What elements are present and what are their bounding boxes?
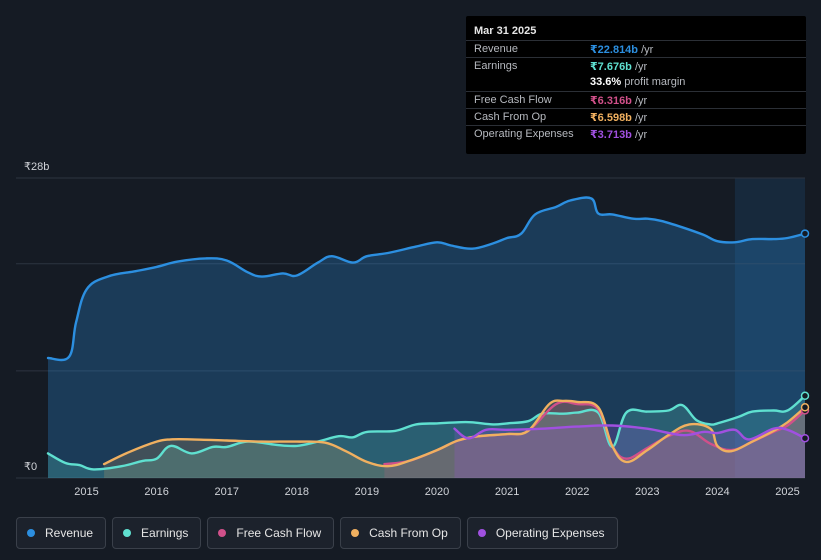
tooltip-row-value: ₹6.598b /yr — [590, 112, 648, 124]
tooltip-row-label: Earnings — [474, 60, 518, 72]
earnings-line — [46, 394, 807, 471]
x-tick-label: 2019 — [355, 486, 379, 498]
y-tick-label: ₹0 — [24, 461, 37, 473]
legend-label: Cash From Op — [369, 526, 448, 540]
x-tick-label: 2021 — [495, 486, 519, 498]
tooltip-row: Operating Expenses ₹3.713b /yr — [466, 125, 806, 142]
x-tick-label: 2023 — [635, 486, 659, 498]
tooltip-row: Cash From Op ₹6.598b /yr — [466, 108, 806, 125]
tooltip-row-value: ₹6.316b /yr — [590, 95, 648, 107]
operating-expenses-endpoint — [800, 433, 810, 443]
series-areas — [48, 197, 806, 478]
series-endpoints — [800, 229, 810, 443]
y-tick-label: ₹28b — [24, 161, 49, 173]
x-tick-label: 2020 — [425, 486, 449, 498]
tooltip-panel: Mar 31 2025 Revenue ₹22.814b /yr Earnings ₹… — [466, 16, 806, 154]
gridlines — [16, 177, 805, 479]
legend-dot-icon — [351, 529, 360, 537]
cash-from-op-endpoint — [800, 403, 810, 412]
tooltip-row-value: ₹22.814b /yr — [590, 44, 654, 56]
legend-label: Operating Expenses — [495, 526, 605, 540]
tooltip-row: Free Cash Flow ₹6.316b /yr — [466, 91, 806, 108]
tooltip-row-label: Operating Expenses — [474, 128, 574, 140]
legend-label: Revenue — [45, 526, 94, 540]
legend-dot-icon — [218, 529, 227, 537]
x-tick-label: 2025 — [775, 486, 799, 498]
x-tick-label: 2024 — [705, 486, 729, 498]
tooltip-row: Earnings ₹7.676b /yr — [466, 57, 806, 74]
x-axis-labels: 2015 2016 2017 2018 2019 2020 2021 2022 2023 2024… — [74, 486, 799, 498]
tooltip-row-value: ₹3.713b /yr — [590, 129, 648, 141]
tooltip-row-label: Cash From Op — [474, 111, 547, 123]
cash-from-op-line — [102, 399, 807, 468]
x-tick-label: 2016 — [144, 486, 168, 498]
revenue-endpoint — [800, 229, 810, 238]
tooltip-row: Revenue ₹22.814b /yr — [466, 40, 806, 57]
y-axis-labels: ₹28b ₹0 — [24, 161, 49, 473]
tooltip-row-label: Revenue — [474, 43, 519, 55]
cash-from-op-area — [104, 400, 806, 478]
earnings-endpoint — [800, 391, 810, 401]
series-lines — [46, 196, 807, 471]
x-tick-label: 2022 — [565, 486, 589, 498]
legend-item-earnings[interactable]: Earnings — [112, 517, 202, 549]
tooltip-row-value: 33.6% profit margin — [590, 76, 686, 88]
highlight-region — [734, 178, 805, 478]
tooltip-date: Mar 31 2025 — [474, 25, 537, 37]
legend-item-free-cash-flow[interactable]: Free Cash Flow — [207, 517, 335, 549]
legend: Revenue Earnings Free Cash Flow Cash From O… — [16, 517, 618, 549]
revenue-area — [48, 197, 805, 478]
tooltip-row-value: ₹7.676b /yr — [590, 61, 648, 73]
operating-expenses-line — [453, 424, 807, 441]
legend-dot-icon — [123, 529, 132, 537]
legend-label: Earnings — [141, 526, 189, 540]
tooltip-row: 33.6% profit margin — [466, 74, 806, 91]
legend-dot-icon — [477, 529, 486, 537]
revenue-line — [46, 196, 807, 362]
operating-expenses-area — [454, 425, 805, 478]
legend-dot-icon — [27, 529, 35, 537]
legend-item-operating-expenses[interactable]: Operating Expenses — [466, 517, 618, 549]
tooltip-row-label: Free Cash Flow — [474, 94, 552, 106]
x-tick-label: 2018 — [285, 486, 309, 498]
earnings-area — [48, 395, 805, 478]
free-cash-flow-area — [384, 401, 805, 478]
legend-item-cash-from-op[interactable]: Cash From Op — [340, 517, 461, 549]
legend-label: Free Cash Flow — [236, 526, 322, 540]
x-tick-label: 2017 — [214, 486, 238, 498]
x-tick-label: 2015 — [74, 486, 98, 498]
legend-item-revenue[interactable]: Revenue — [16, 517, 107, 549]
